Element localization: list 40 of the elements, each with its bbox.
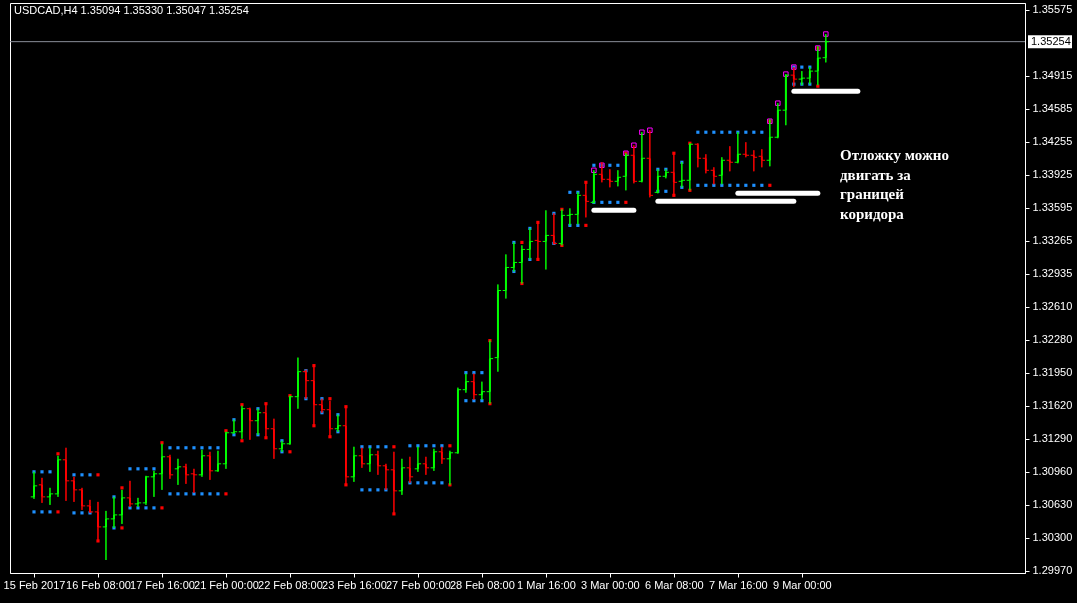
x-tick-label: 9 Mar 00:00 (772, 578, 832, 591)
y-tick-label: 1.34585 (1032, 102, 1073, 115)
point (783, 71, 789, 77)
y-tick-label: 1.30960 (1032, 465, 1073, 478)
y-tick-label: 1.35575 (1032, 3, 1073, 16)
x-tick-label: 17 Feb 16:00 (130, 578, 195, 591)
y-tick-label: 1.33925 (1032, 168, 1073, 181)
x-tick-label: 27 Feb 00:00 (386, 578, 451, 591)
point (775, 100, 781, 106)
x-tick-label: 21 Feb 00:00 (194, 578, 259, 591)
x-tick-label: 16 Feb 08:00 (66, 578, 131, 591)
y-tick-label: 1.29970 (1032, 564, 1073, 577)
x-tick-label: 28 Feb 08:00 (449, 578, 515, 591)
y-tick-label: 1.32610 (1032, 300, 1073, 313)
point (631, 142, 637, 148)
x-tick-label: 1 Mar 16:00 (517, 578, 576, 591)
y-tick-label: 1.31950 (1032, 366, 1073, 379)
y-tick-label: 1.33595 (1032, 201, 1073, 214)
y-tick-label: 1.31290 (1032, 432, 1073, 445)
ref-line-label: 1.35254 (1031, 34, 1071, 47)
y-tick-label: 1.33265 (1032, 234, 1073, 247)
x-tick-label: 23 Feb 16:00 (322, 578, 387, 591)
y-tick-label: 1.30630 (1032, 498, 1073, 511)
x-tick-label: 6 Mar 08:00 (645, 578, 704, 591)
chart-title: USDCAD,H4 1.35094 1.35330 1.35047 1.35254 (14, 4, 249, 16)
point (639, 129, 645, 135)
point (591, 167, 597, 174)
x-tick-label: 3 Mar 00:00 (581, 578, 640, 591)
y-tick-label: 1.34915 (1032, 69, 1073, 82)
y-tick-label: 1.32935 (1032, 267, 1073, 280)
point (647, 127, 653, 133)
annotation: Отложку можно двигать за границей коридора (840, 147, 949, 222)
point (823, 31, 829, 37)
y-tick-label: 1.34255 (1032, 135, 1073, 148)
x-tick-label: 22 Feb 08:00 (258, 578, 323, 591)
x-tick-label: 7 Mar 16:00 (709, 578, 768, 591)
y-tick-label: 1.31620 (1032, 399, 1073, 412)
y-tick-label: 1.32280 (1032, 333, 1073, 346)
y-tick-label: 1.30300 (1032, 531, 1073, 544)
x-tick-label: 15 Feb 2017 (3, 578, 66, 591)
